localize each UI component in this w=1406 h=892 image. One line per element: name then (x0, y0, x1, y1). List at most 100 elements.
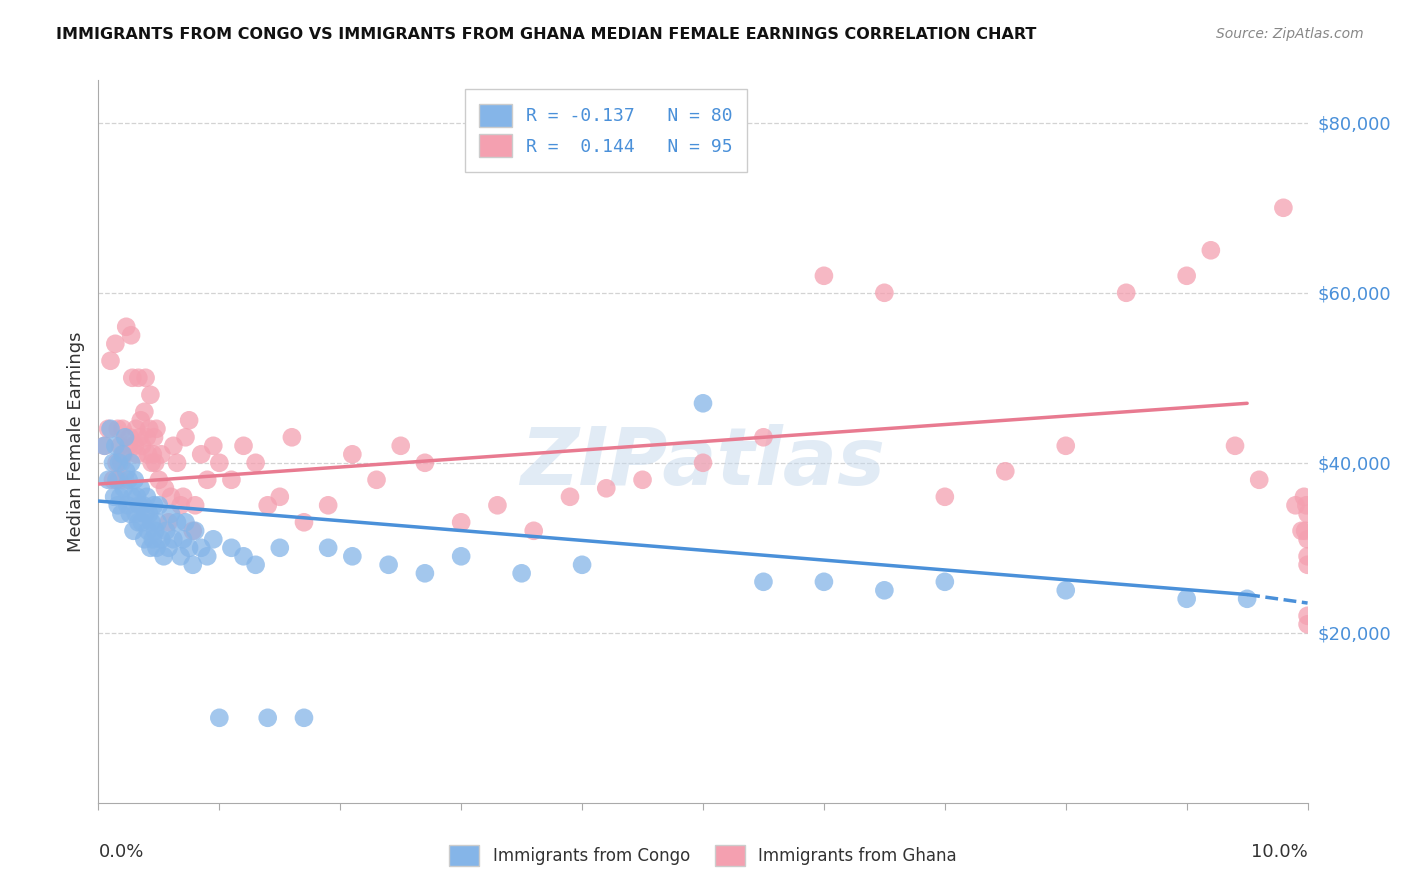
Point (150, 533, 173, 547)
Point (152, 549, 174, 564)
Text: IMMIGRANTS FROM CONGO VS IMMIGRANTS FROM GHANA MEDIAN FEMALE EARNINGS CORRELATIO: IMMIGRANTS FROM CONGO VS IMMIGRANTS FROM… (56, 27, 1036, 42)
Point (208, 456, 231, 470)
Point (190, 447, 212, 461)
Point (142, 533, 165, 547)
Point (1296, 533, 1319, 547)
Point (184, 524, 207, 538)
Point (169, 498, 191, 512)
Point (108, 490, 131, 504)
Point (166, 516, 188, 530)
Point (139, 388, 162, 402)
Point (160, 507, 183, 521)
Point (1054, 439, 1077, 453)
Point (107, 422, 129, 436)
Point (181, 558, 204, 572)
Point (208, 711, 231, 725)
Point (873, 285, 896, 300)
Point (1223, 439, 1246, 453)
Point (148, 473, 170, 487)
Point (101, 456, 124, 470)
Point (118, 473, 141, 487)
Point (131, 439, 153, 453)
Point (184, 498, 207, 512)
Point (1296, 617, 1319, 632)
Point (558, 490, 581, 504)
Point (121, 490, 143, 504)
Point (107, 498, 129, 512)
Point (157, 516, 180, 530)
Point (117, 498, 139, 512)
Point (110, 456, 132, 470)
Point (366, 473, 388, 487)
Legend: Immigrants from Congo, Immigrants from Ghana: Immigrants from Congo, Immigrants from G… (441, 837, 965, 875)
Point (292, 516, 315, 530)
Point (934, 490, 956, 504)
Point (316, 541, 339, 555)
Point (100, 422, 122, 436)
Text: ZIPatlas: ZIPatlas (520, 425, 886, 502)
Point (143, 524, 166, 538)
Point (135, 430, 157, 444)
Point (129, 413, 152, 427)
Point (157, 541, 180, 555)
Point (692, 396, 714, 410)
Point (125, 507, 148, 521)
Point (132, 498, 155, 512)
Point (195, 473, 218, 487)
Point (136, 447, 159, 461)
Point (1175, 591, 1198, 606)
Point (1236, 591, 1258, 606)
Point (101, 473, 124, 487)
Point (1292, 490, 1315, 504)
Point (202, 439, 225, 453)
Point (595, 481, 617, 495)
Point (135, 371, 157, 385)
Point (1199, 244, 1222, 258)
Point (93, 439, 115, 453)
Point (160, 490, 183, 504)
Point (139, 541, 162, 555)
Point (269, 490, 291, 504)
Text: 0.0%: 0.0% (98, 843, 143, 861)
Point (93, 439, 115, 453)
Point (174, 516, 197, 530)
Point (103, 490, 125, 504)
Point (377, 558, 399, 572)
Point (97, 473, 120, 487)
Point (1272, 201, 1295, 215)
Point (292, 711, 315, 725)
Point (141, 516, 163, 530)
Point (631, 473, 654, 487)
Point (122, 524, 145, 538)
Point (162, 439, 184, 453)
Point (172, 533, 194, 547)
Point (245, 456, 267, 470)
Point (127, 490, 149, 504)
Point (256, 711, 278, 725)
Point (97, 422, 120, 436)
Point (195, 549, 218, 564)
Point (190, 541, 212, 555)
Point (150, 447, 173, 461)
Point (108, 473, 131, 487)
Point (134, 405, 156, 419)
Point (110, 507, 132, 521)
Point (115, 464, 138, 478)
Point (1054, 583, 1077, 598)
Point (523, 524, 546, 538)
Point (115, 319, 138, 334)
Point (125, 422, 148, 436)
Point (129, 481, 152, 495)
Point (571, 558, 593, 572)
Point (162, 533, 184, 547)
Point (121, 371, 143, 385)
Point (245, 558, 267, 572)
Point (111, 422, 134, 436)
Point (172, 490, 194, 504)
Point (120, 456, 142, 470)
Point (120, 328, 142, 343)
Point (135, 507, 157, 521)
Point (128, 430, 150, 444)
Point (232, 549, 254, 564)
Point (450, 516, 472, 530)
